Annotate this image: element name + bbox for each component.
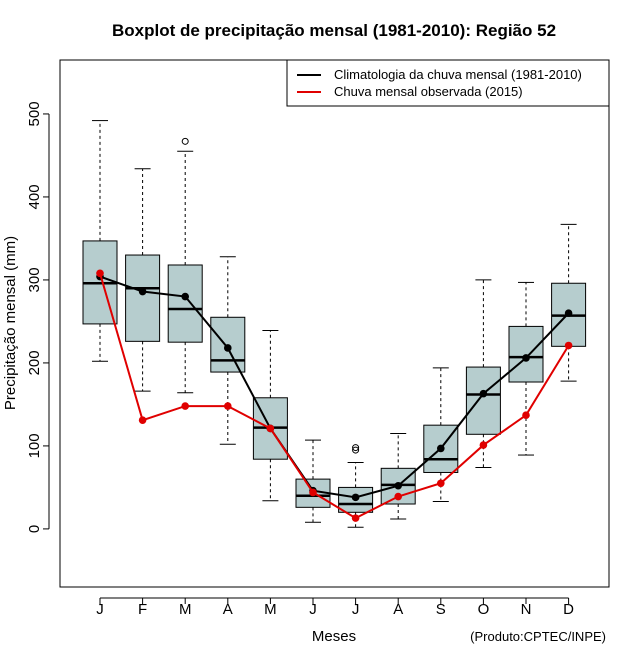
series-point-observed bbox=[351, 514, 360, 522]
series-point-climatology bbox=[564, 309, 573, 317]
y-tick-label: 400 bbox=[26, 184, 43, 209]
box-iqr bbox=[465, 366, 501, 435]
series-point-observed bbox=[479, 441, 488, 449]
box-2 bbox=[125, 168, 161, 392]
series-point-climatology bbox=[437, 444, 445, 453]
box-10 bbox=[465, 279, 501, 468]
x-tick-label: F bbox=[138, 601, 147, 618]
outlier-point bbox=[352, 444, 360, 452]
y-tick-label: 200 bbox=[26, 350, 43, 375]
y-tick-label: 100 bbox=[26, 433, 43, 458]
x-tick-label: J bbox=[352, 601, 360, 618]
series-point-observed bbox=[522, 411, 530, 420]
outlier-point bbox=[352, 446, 360, 454]
legend: Climatologia da chuva mensal (1981-2010)… bbox=[286, 59, 610, 107]
series-point-observed bbox=[181, 402, 189, 410]
y-tick-label: 500 bbox=[26, 101, 43, 126]
x-axis-label: Meses bbox=[312, 628, 356, 645]
x-tick-label: O bbox=[478, 601, 490, 618]
x-tick-label: M bbox=[179, 601, 192, 618]
axes-layer: 0 100 200 300 400 500 J F M A M J J A S O N D bbox=[26, 101, 574, 618]
box-iqr bbox=[167, 264, 203, 343]
series-point-climatology bbox=[224, 344, 232, 352]
series-point-observed bbox=[394, 492, 403, 501]
series-point-observed bbox=[437, 479, 445, 488]
series-point-observed bbox=[96, 269, 104, 278]
series-point-observed bbox=[309, 488, 317, 497]
outlier-point bbox=[181, 137, 189, 145]
x-tick-label: A bbox=[393, 601, 403, 618]
y-tick-label: 0 bbox=[26, 525, 43, 533]
x-tick-label: D bbox=[563, 601, 574, 618]
legend-label-observed: Chuva mensal observada (2015) bbox=[334, 84, 523, 99]
series-line-climatology bbox=[99, 275, 570, 499]
x-tick-label: J bbox=[309, 601, 317, 618]
legend-box bbox=[286, 59, 610, 107]
lines-layer bbox=[96, 269, 573, 522]
series-point-observed bbox=[224, 402, 232, 410]
y-axis-label: Precipitação mensal (mm) bbox=[2, 236, 19, 410]
x-tick-label: S bbox=[436, 601, 446, 618]
series-point-climatology bbox=[351, 493, 360, 502]
box-3 bbox=[167, 137, 203, 394]
series-point-climatology bbox=[181, 292, 189, 301]
product-credit: (Produto:CPTEC/INPE) bbox=[470, 629, 606, 644]
series-point-climatology bbox=[138, 287, 147, 296]
series-point-climatology bbox=[479, 389, 488, 398]
x-tick-label: N bbox=[521, 601, 532, 618]
series-point-observed bbox=[564, 341, 573, 350]
x-tick-label: A bbox=[223, 601, 233, 618]
boxes-layer bbox=[82, 120, 587, 528]
y-tick-label: 300 bbox=[26, 267, 43, 292]
chart-title: Boxplot de precipitação mensal (1981-201… bbox=[112, 21, 556, 40]
series-point-climatology bbox=[394, 481, 403, 490]
box-iqr bbox=[125, 254, 161, 342]
x-tick-label: M bbox=[264, 601, 277, 618]
series-point-climatology bbox=[522, 354, 530, 362]
series-line-observed bbox=[99, 273, 570, 520]
legend-label-climatology: Climatologia da chuva mensal (1981-2010) bbox=[334, 67, 582, 82]
x-tick-label: J bbox=[96, 601, 104, 618]
series-point-observed bbox=[266, 424, 275, 433]
series-point-observed bbox=[138, 416, 147, 424]
